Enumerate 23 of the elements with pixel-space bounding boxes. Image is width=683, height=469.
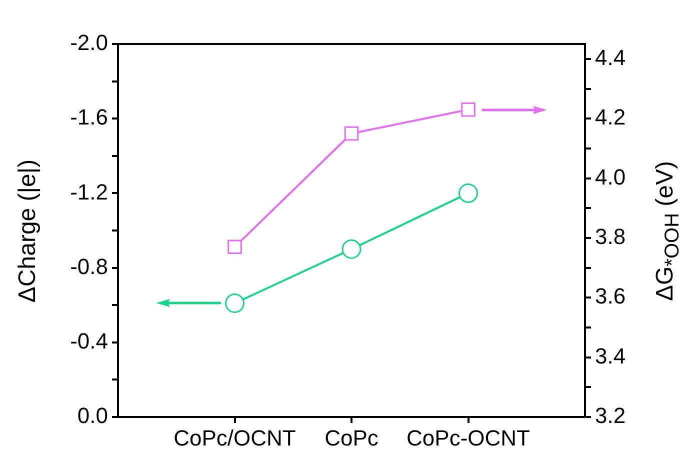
x-tick-label: CoPc/OCNT [174, 425, 296, 450]
y2-tick-label: 3.6 [595, 284, 626, 309]
y-tick-label: -1.6 [70, 104, 108, 130]
point [342, 239, 362, 259]
point [225, 293, 244, 313]
y2-tick-label: 3.2 [595, 403, 626, 428]
point [461, 102, 476, 117]
y2-tick-label: 4.4 [595, 44, 626, 70]
y2-tick-label: 4.0 [595, 164, 626, 190]
y-axis-title: ΔCharge (|e|) [14, 158, 42, 302]
y-tick-label: -2.0 [70, 30, 108, 56]
point [344, 126, 359, 141]
y-tick-label: 0.0 [77, 403, 108, 428]
y-tick-label: -1.2 [70, 179, 108, 204]
y2-tick-label: 3.8 [595, 224, 626, 250]
point [458, 183, 478, 203]
x-tick-label: CoPc-OCNT [406, 425, 530, 450]
y-tick-label: -0.4 [70, 328, 108, 354]
y-tick-label: -0.8 [70, 254, 108, 279]
point [228, 240, 242, 254]
x-tick-label: CoPc [324, 425, 378, 450]
y2-tick-label: 4.2 [595, 104, 626, 130]
y2-tick-label: 3.4 [595, 343, 626, 368]
